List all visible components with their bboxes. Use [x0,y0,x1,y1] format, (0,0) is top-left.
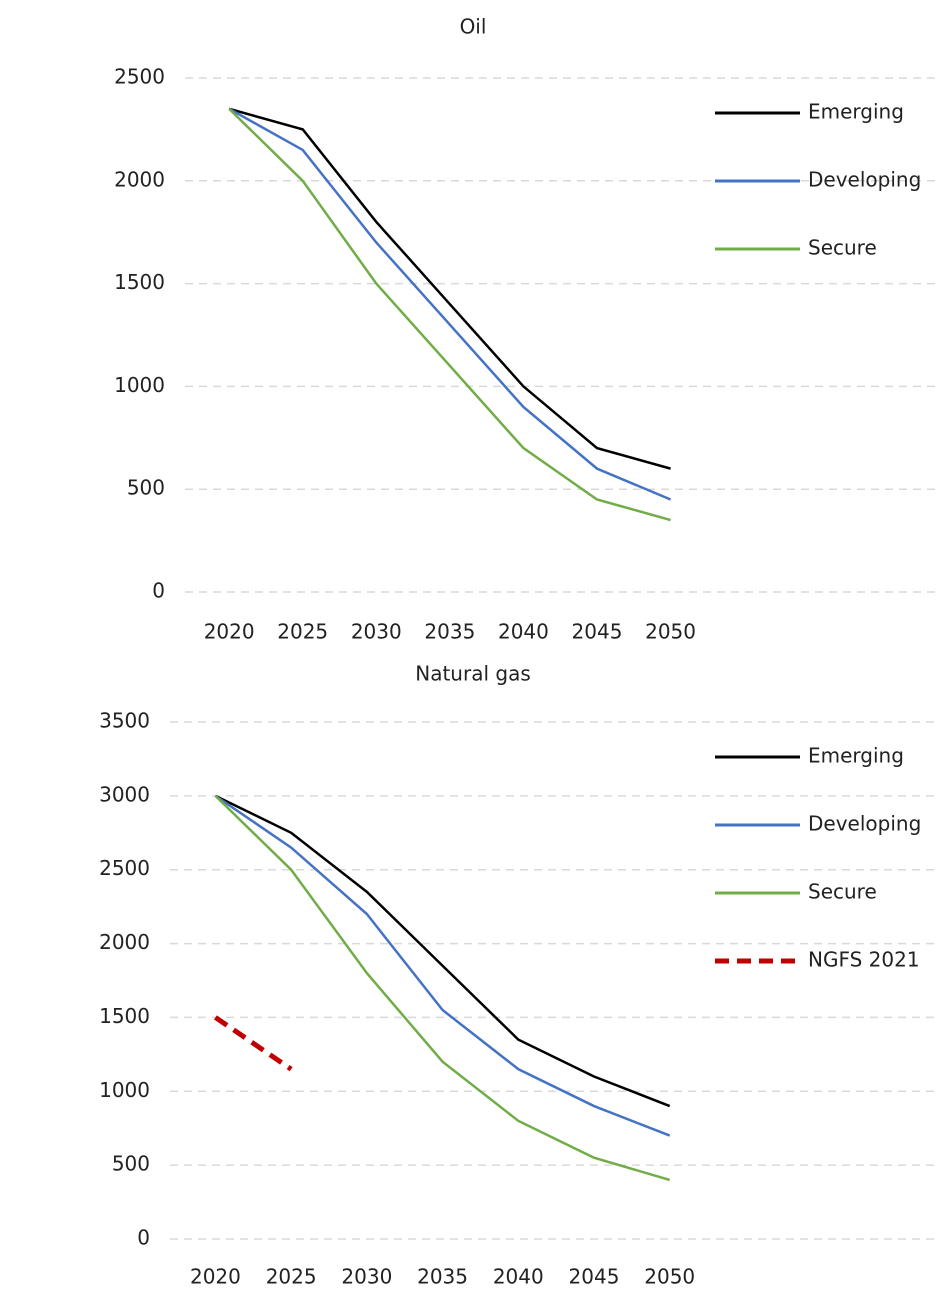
page: Oil 0 500 1000 1500 2000 2500 2020 2025 2030 2035 2… [0,0,946,1299]
x-tick-label: 2040 [498,620,549,644]
y-tick-label: 0 [137,1226,150,1250]
x-tick-label: 2030 [351,620,402,644]
legend-label: Emerging [808,100,904,124]
y-tick-label: 3000 [99,782,150,806]
x-tick-label: 2045 [572,620,623,644]
chart: Oil 0 500 1000 1500 2000 2500 2020 2025 2030 2035 2… [0,0,946,1299]
x-tick-label: 2035 [424,620,475,644]
x-tick-label: 2025 [277,620,328,644]
x-tick-label: 2050 [644,1265,695,1289]
y-tick-label: 2000 [114,167,165,191]
x-tick-label: 2040 [493,1265,544,1289]
y-tick-label: 1500 [114,270,165,294]
y-tick-label: 1500 [99,1004,150,1028]
chart-title: Oil [460,15,487,39]
y-tick-label: 500 [112,1152,150,1176]
y-tick-label: 500 [127,476,165,500]
y-tick-label: 1000 [114,373,165,397]
chart-title: Natural gas [415,662,531,686]
line-series [229,109,670,469]
x-tick-label: 2020 [204,620,255,644]
legend-label: NGFS 2021 [808,948,920,972]
x-tick-label: 2045 [569,1265,620,1289]
line-series [229,109,670,520]
legend-label: Developing [808,812,921,836]
x-tick-label: 2020 [190,1265,241,1289]
x-tick-label: 2035 [417,1265,468,1289]
line-series [215,796,669,1180]
legend-label: Developing [808,168,921,192]
legend-label: Secure [808,880,877,904]
y-tick-label: 2500 [99,856,150,880]
legend-label: Secure [808,236,877,260]
y-tick-label: 3500 [99,709,150,733]
y-tick-label: 0 [152,579,165,603]
line-series [215,1017,291,1069]
y-tick-label: 2500 [114,65,165,89]
y-tick-label: 2000 [99,930,150,954]
x-tick-label: 2025 [266,1265,317,1289]
x-tick-label: 2050 [645,620,696,644]
x-tick-label: 2030 [341,1265,392,1289]
legend-label: Emerging [808,744,904,768]
y-tick-label: 1000 [99,1078,150,1102]
